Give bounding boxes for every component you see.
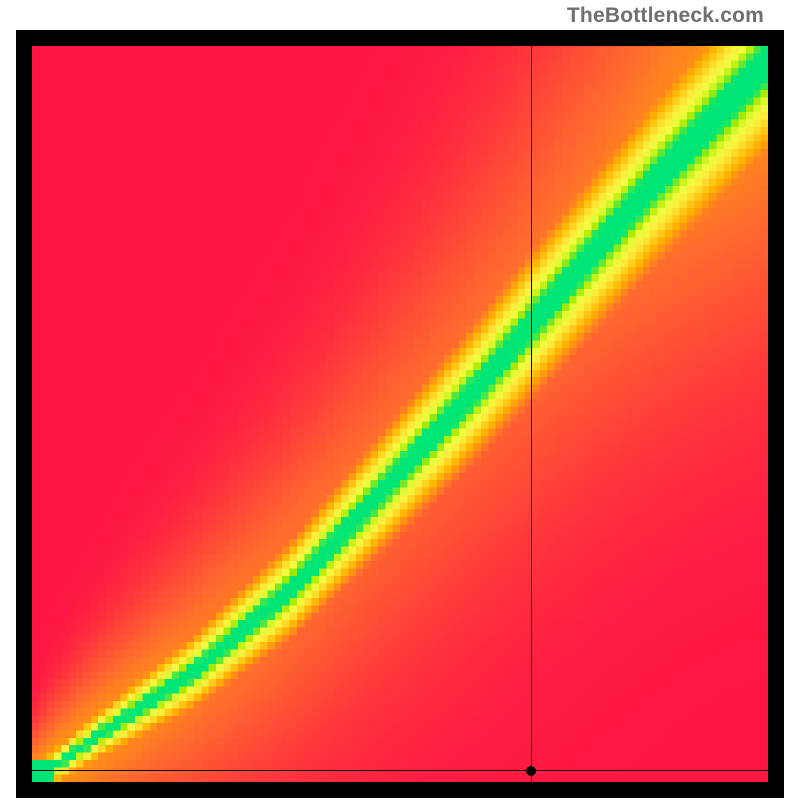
- plot-area: [32, 46, 768, 782]
- heatmap-canvas: [32, 46, 768, 782]
- crosshair-vertical: [531, 46, 532, 782]
- crosshair-horizontal: [32, 770, 768, 771]
- watermark-text: TheBottleneck.com: [567, 4, 764, 28]
- chart-container: TheBottleneck.com: [0, 0, 800, 800]
- crosshair-marker: [526, 766, 536, 776]
